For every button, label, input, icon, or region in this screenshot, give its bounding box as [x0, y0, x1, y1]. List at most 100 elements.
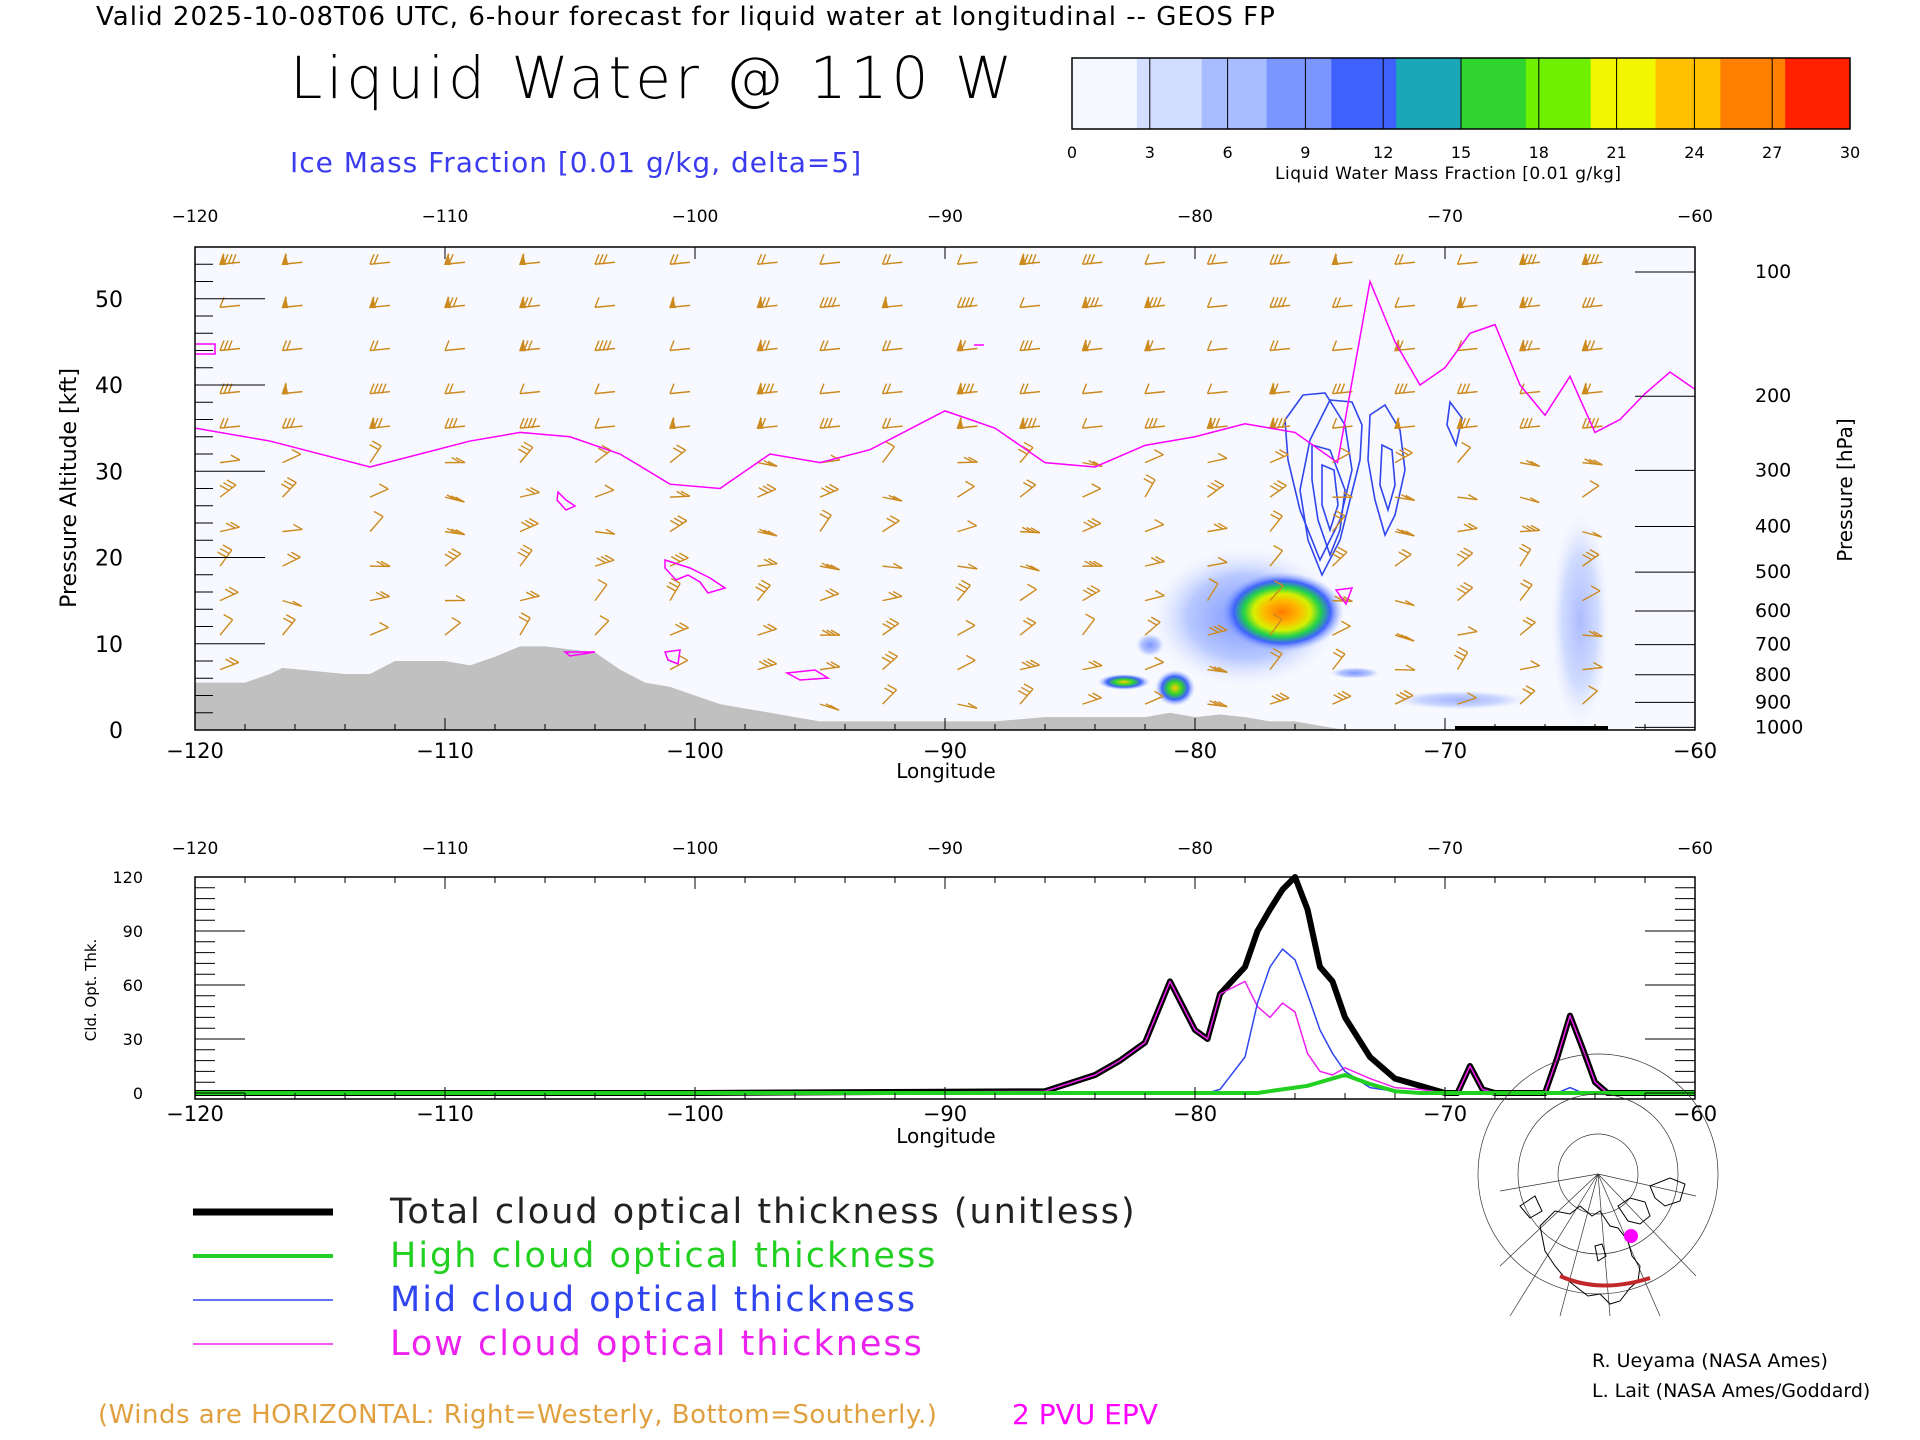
wind-barb-staff — [1019, 664, 1040, 671]
wind-barb-feather — [1332, 513, 1343, 520]
wind-barb — [594, 554, 615, 567]
wind-barb — [669, 253, 691, 265]
wind-barb-feather — [1589, 480, 1600, 487]
wind-barb — [881, 440, 896, 464]
wind-barb — [1457, 522, 1478, 533]
wind-barb-staff — [1144, 479, 1156, 498]
wind-barb-feather — [373, 340, 379, 351]
wind-barb-feather — [1585, 551, 1596, 558]
optical-thickness-axes: −120 −120 −110 −110 −100 −100 −90 −90 −80 −80 −70 −… — [112, 839, 1717, 1126]
wind-barb — [1453, 646, 1469, 670]
wind-barb-staff — [1082, 425, 1103, 429]
wind-barb-feather — [1331, 340, 1338, 351]
wind-barb-staff — [219, 425, 241, 429]
liquid-water-cell-80W — [1155, 670, 1195, 706]
wind-barb-feather — [380, 590, 390, 598]
ice-contour-outer — [1284, 392, 1353, 562]
wind-barb-staff — [1269, 653, 1283, 671]
wind-barb-staff — [1082, 590, 1101, 602]
pvu-contour-5 — [562, 651, 596, 657]
wind-barb-feather — [826, 629, 836, 636]
wind-barb-feather — [520, 521, 531, 528]
wind-barb — [444, 494, 465, 503]
wind-barb — [369, 383, 391, 395]
wind-barb-staff — [669, 449, 687, 464]
wind-barb — [957, 456, 978, 464]
wind-barb-staff — [1519, 690, 1536, 705]
wind-barb — [882, 590, 903, 602]
wind-barb-feather — [1530, 460, 1540, 467]
wind-barb-staff — [882, 655, 898, 671]
colorbar-cell — [1396, 58, 1462, 129]
wind-barb-staff — [1207, 457, 1228, 464]
wind-barb — [957, 520, 977, 533]
wind-barb-feather — [381, 383, 387, 394]
wind-barb — [282, 523, 303, 533]
wind-barb-staff — [1144, 454, 1164, 464]
wind-barb — [755, 579, 771, 602]
wind-barb-feather — [677, 515, 688, 522]
wind-barb-feather — [371, 440, 382, 447]
wind-barb — [1082, 585, 1101, 602]
wind-barb — [1582, 661, 1603, 671]
wind-barb-feather — [1398, 551, 1408, 558]
wind-barb — [1269, 692, 1290, 705]
wind-barb — [1394, 689, 1414, 705]
wind-barb-staff — [219, 304, 241, 309]
wind-barb-feather — [1088, 560, 1099, 567]
wind-barb-pennant — [881, 295, 889, 309]
wind-barb-feather — [884, 687, 894, 694]
wind-barb-feather — [594, 340, 600, 351]
wind-barb-feather — [888, 591, 899, 598]
wind-barb — [1456, 253, 1478, 265]
wind-barb-feather — [283, 617, 293, 624]
wind-barb-feather — [1590, 585, 1601, 592]
liquid-water-cell-74W — [1329, 667, 1381, 679]
wind-barb-feather — [1405, 600, 1415, 607]
wind-barb-staff — [757, 628, 777, 636]
wind-barb-staff — [369, 595, 390, 602]
wind-barb-staff — [882, 595, 903, 602]
wind-barb — [1519, 543, 1532, 567]
wind-barb — [1019, 479, 1037, 498]
wind-barb-pennant — [519, 252, 526, 265]
colorbar-cell — [1201, 58, 1267, 129]
wind-barb-feather — [1144, 417, 1150, 429]
wind-barb-feather — [1332, 651, 1343, 659]
wind-barb — [1331, 340, 1353, 352]
wind-barb-feather — [764, 383, 771, 394]
wind-barb-feather — [286, 477, 297, 484]
x-tick-label: −80 — [1173, 739, 1217, 763]
pressure-tick-label: 600 — [1755, 600, 1791, 622]
wind-barb-feather — [369, 340, 375, 351]
wind-barb-staff — [1331, 515, 1346, 533]
wind-barb-feather — [1456, 553, 1467, 560]
wind-barb-feather — [1217, 452, 1228, 459]
wind-barb-feather — [1025, 660, 1036, 667]
wind-barb — [1519, 660, 1540, 671]
wind-barb — [1082, 660, 1103, 671]
wind-barb-feather — [291, 448, 302, 455]
wind-barb — [1394, 447, 1413, 464]
wind-barb-staff — [1269, 261, 1291, 265]
wind-barb — [281, 417, 303, 429]
wind-barb — [1269, 544, 1284, 567]
wind-barb-feather — [763, 529, 774, 536]
wind-barb-feather — [881, 656, 892, 663]
wind-barb-feather — [819, 253, 825, 265]
wind-barb-feather — [451, 616, 461, 624]
wind-barb — [1269, 613, 1283, 636]
wind-barb-feather — [1152, 297, 1158, 308]
wind-barb-feather — [1463, 523, 1474, 530]
wind-barb-feather — [444, 340, 450, 351]
wind-barb-feather — [968, 297, 975, 308]
wind-barb-feather — [758, 660, 769, 667]
wind-barb — [1082, 483, 1102, 498]
cross-section-panel: −120 −120 −110 −110 −100 −100 −90 −90 −80 −80 −70 −… — [57, 207, 1857, 783]
wind-barb-feather — [223, 417, 229, 429]
wind-barb-feather — [1520, 582, 1530, 589]
wind-barb-staff — [1144, 390, 1166, 395]
wind-barb-feather — [1026, 479, 1037, 486]
wind-barb-feather — [1082, 589, 1093, 596]
wind-barb-pennant — [956, 416, 964, 429]
